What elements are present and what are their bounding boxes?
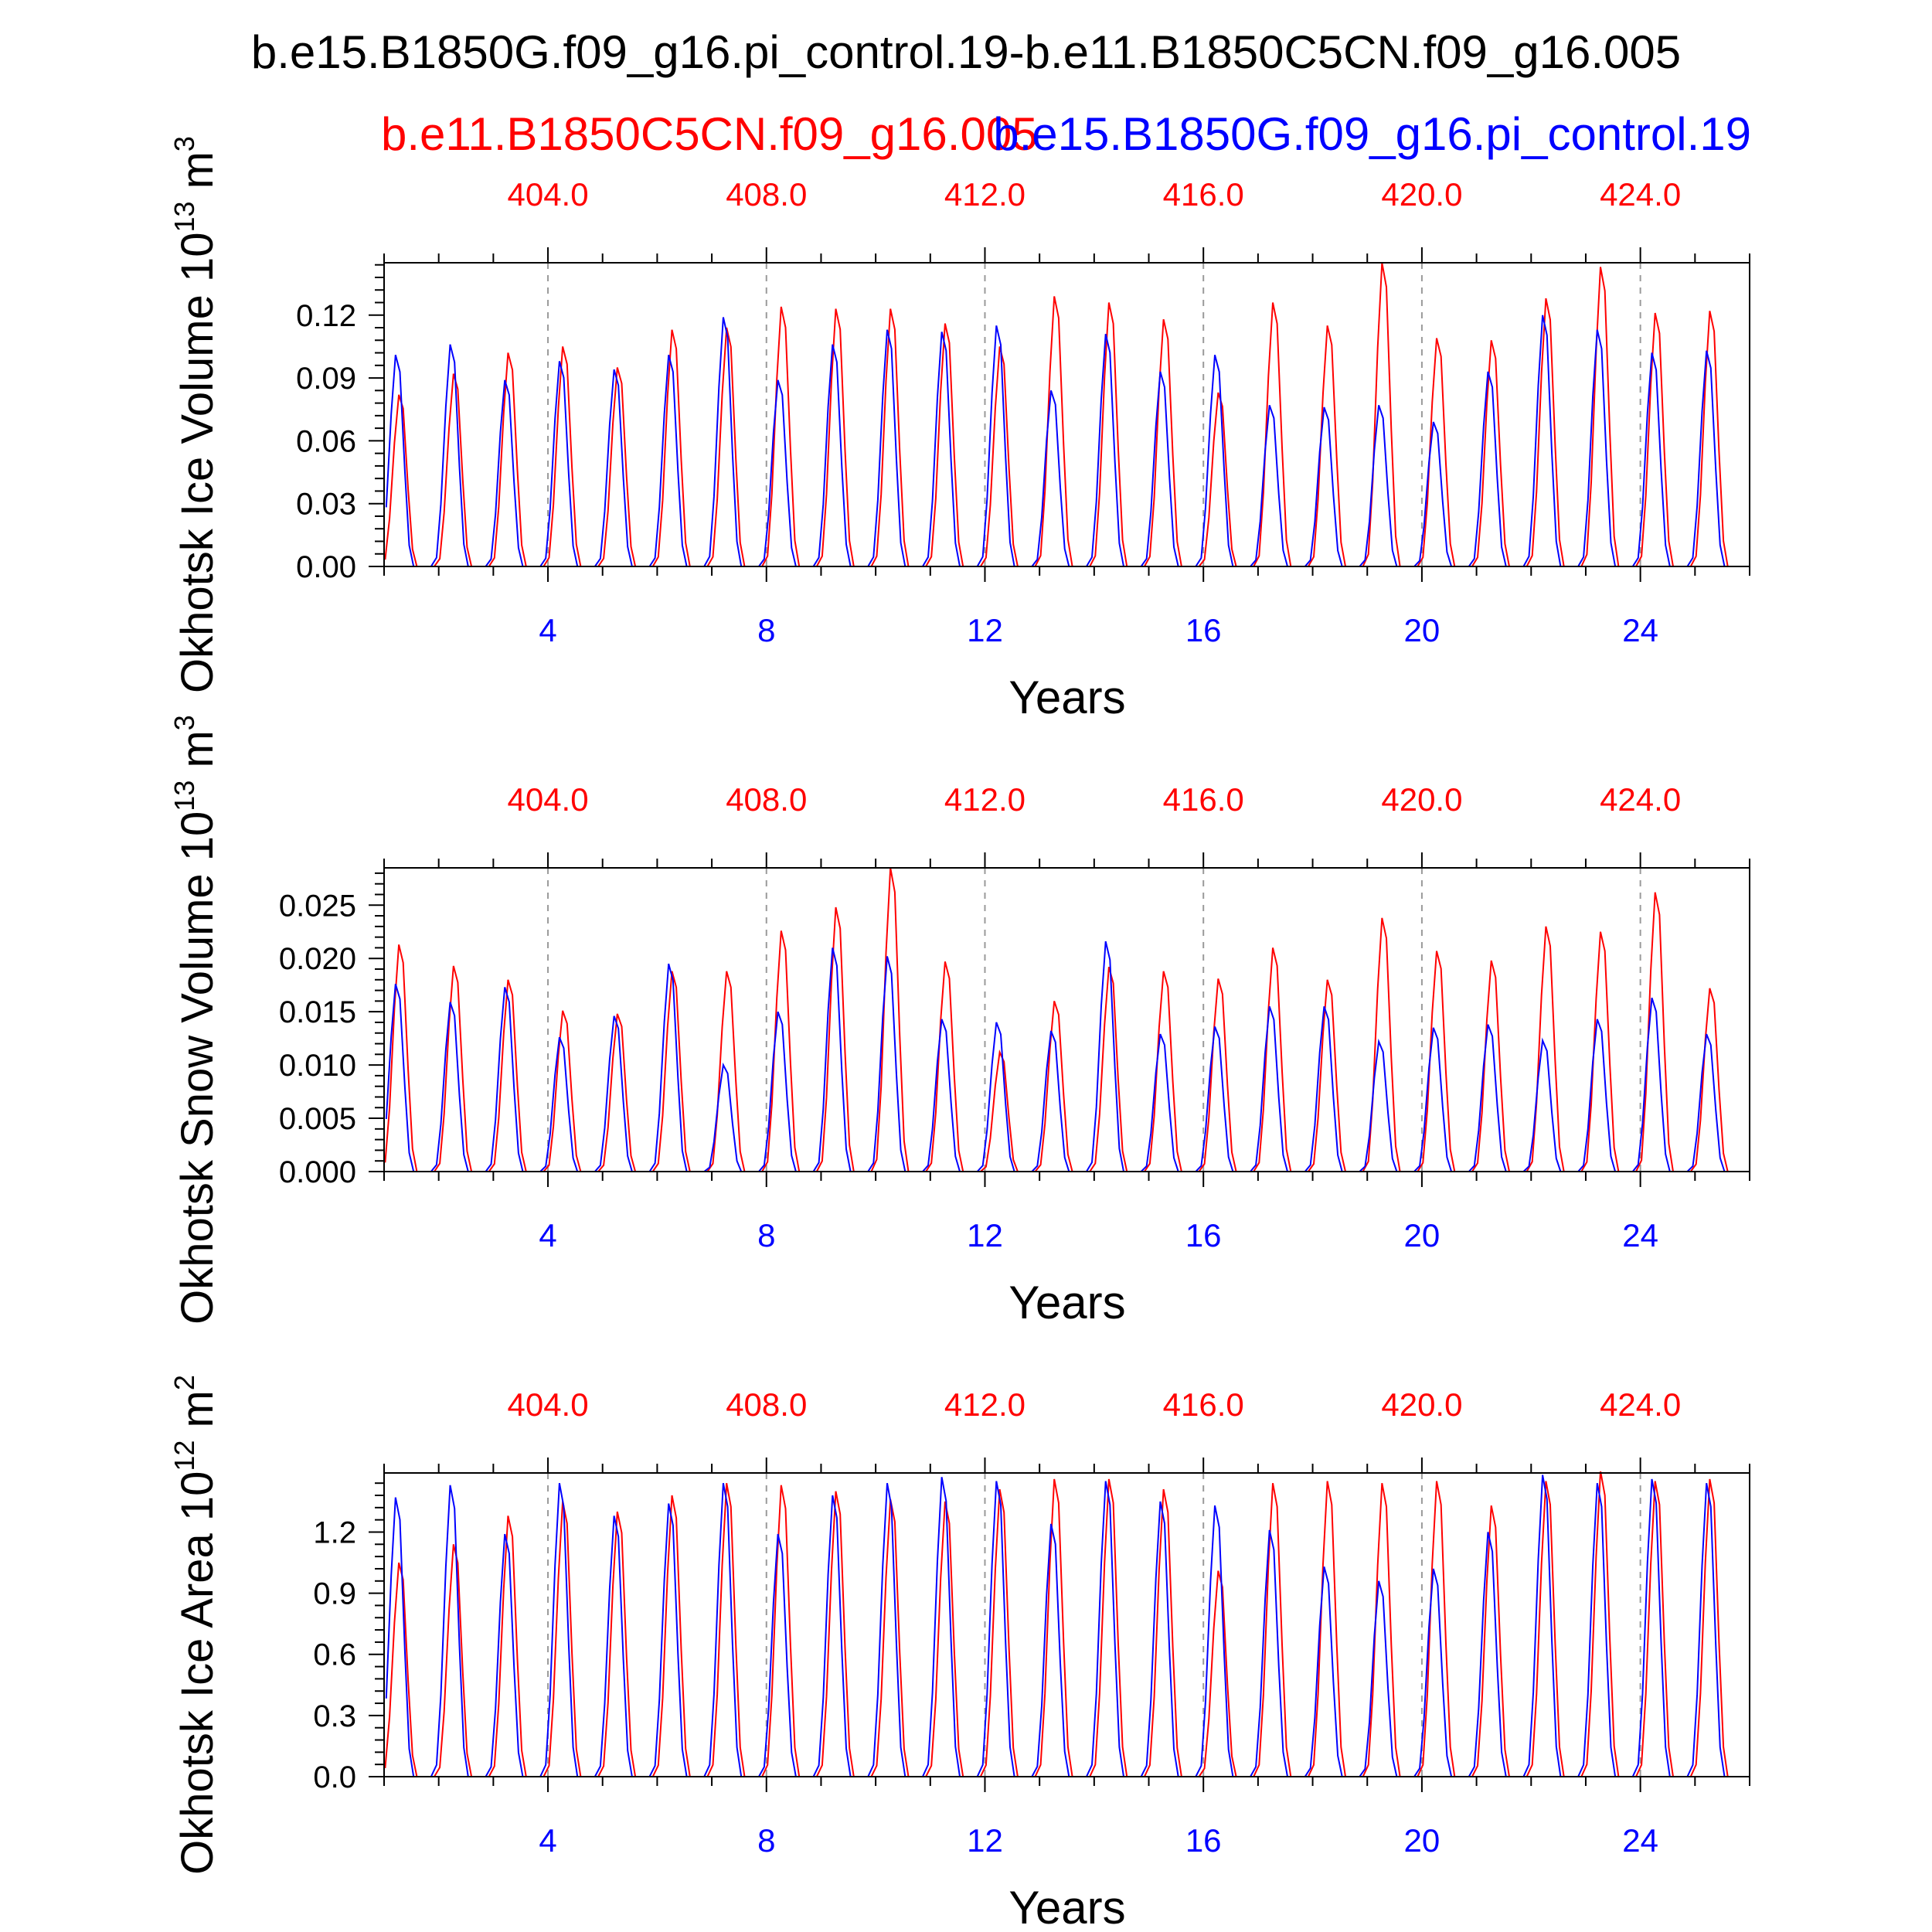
- case-label-blue: b.e15.B1850G.f09_g16.pi_control.19: [993, 108, 1751, 160]
- panels: 0.00 0.03 0.06 0.09 0.12 4 404.0 8 408.0 12 412.0 1…: [168, 136, 1750, 1932]
- series-line-blue: [385, 1475, 1726, 1777]
- x-tick-label: 12: [967, 612, 1003, 648]
- figure-title: b.e15.B1850G.f09_g16.pi_control.19-b.e11…: [251, 26, 1681, 78]
- y-tick-label: 0.9: [313, 1577, 356, 1611]
- y-tick-label: 0.0: [313, 1760, 356, 1794]
- series-line-red: [384, 262, 1729, 567]
- x-top-tick-label: 420.0: [1381, 1386, 1462, 1423]
- series-line-blue: [385, 940, 1726, 1172]
- y-axis-title: Okhotsk Ice Area 1012 m2: [168, 1375, 223, 1875]
- x-tick-label: 20: [1404, 1217, 1440, 1253]
- x-tick-label: 8: [757, 612, 775, 648]
- x-top-tick-label: 412.0: [944, 781, 1026, 818]
- x-tick-label: 16: [1185, 612, 1222, 648]
- y-tick-label: 0.000: [279, 1155, 356, 1189]
- chart-panel-1: 0.00 0.03 0.06 0.09 0.12 4 404.0 8 408.0 12 412.0 1…: [168, 136, 1750, 723]
- x-tick-label: 16: [1185, 1822, 1222, 1859]
- y-tick-label: 0.00: [296, 550, 356, 584]
- x-top-tick-label: 420.0: [1381, 176, 1462, 213]
- x-axis-title: Years: [1009, 1277, 1125, 1328]
- x-tick-label: 20: [1404, 1822, 1440, 1859]
- x-tick-label: 8: [757, 1217, 775, 1253]
- y-tick-label: 0.005: [279, 1102, 356, 1136]
- y-tick-label: 0.025: [279, 889, 356, 923]
- x-top-tick-label: 420.0: [1381, 781, 1462, 818]
- plot-frame: [383, 1472, 1750, 1777]
- x-tick-label: 4: [539, 1822, 556, 1859]
- series-line-blue: [385, 315, 1726, 567]
- x-tick-label: 12: [967, 1822, 1003, 1859]
- chart-panel-3: 0.0 0.3 0.6 0.9 1.2 4 404.0 8 408.0 12 412.0 16 416.…: [168, 1375, 1750, 1932]
- y-tick-label: 0.06: [296, 424, 356, 458]
- x-top-tick-label: 408.0: [726, 176, 807, 213]
- x-top-tick-label: 404.0: [507, 781, 588, 818]
- x-tick-label: 4: [539, 612, 556, 648]
- x-tick-label: 8: [757, 1822, 775, 1859]
- x-tick-label: 24: [1622, 1217, 1658, 1253]
- y-axis-title: Okhotsk Snow Volume 1013 m3: [168, 715, 223, 1325]
- x-axis-title: Years: [1009, 672, 1125, 723]
- y-axis-title: Okhotsk Ice Volume 1013 m3: [168, 136, 223, 693]
- series-line-red: [384, 1471, 1729, 1777]
- x-top-tick-label: 416.0: [1163, 781, 1244, 818]
- y-tick-label: 0.020: [279, 942, 356, 976]
- x-top-tick-label: 424.0: [1600, 781, 1681, 818]
- series-line-red: [384, 867, 1729, 1172]
- x-top-tick-label: 412.0: [944, 176, 1026, 213]
- y-tick-label: 0.03: [296, 488, 356, 522]
- x-top-tick-label: 412.0: [944, 1386, 1026, 1423]
- y-tick-label: 0.010: [279, 1049, 356, 1083]
- x-top-tick-label: 408.0: [726, 1386, 807, 1423]
- y-tick-label: 0.6: [313, 1638, 356, 1672]
- y-tick-label: 0.12: [296, 299, 356, 333]
- x-tick-label: 16: [1185, 1217, 1222, 1253]
- y-tick-label: 1.2: [313, 1515, 356, 1549]
- x-tick-label: 20: [1404, 612, 1440, 648]
- x-tick-label: 24: [1622, 1822, 1658, 1859]
- x-top-tick-label: 424.0: [1600, 176, 1681, 213]
- x-tick-label: 24: [1622, 612, 1658, 648]
- chart-panel-2: 0.000 0.005 0.010 0.015 0.020 0.025 4 404.0 8 408…: [168, 715, 1750, 1328]
- x-top-tick-label: 416.0: [1163, 176, 1244, 213]
- x-top-tick-label: 404.0: [507, 176, 588, 213]
- y-tick-label: 0.015: [279, 995, 356, 1029]
- plot-frame: [383, 867, 1750, 1172]
- plot-frame: [383, 262, 1750, 567]
- x-top-tick-label: 416.0: [1163, 1386, 1244, 1423]
- x-axis-title: Years: [1009, 1882, 1125, 1932]
- x-top-tick-label: 424.0: [1600, 1386, 1681, 1423]
- x-top-tick-label: 404.0: [507, 1386, 588, 1423]
- y-tick-label: 0.3: [313, 1699, 356, 1733]
- x-top-tick-label: 408.0: [726, 781, 807, 818]
- case-label-red: b.e11.B1850C5CN.f09_g16.005: [381, 108, 1038, 160]
- y-tick-label: 0.09: [296, 362, 356, 396]
- x-tick-label: 4: [539, 1217, 556, 1253]
- x-tick-label: 12: [967, 1217, 1003, 1253]
